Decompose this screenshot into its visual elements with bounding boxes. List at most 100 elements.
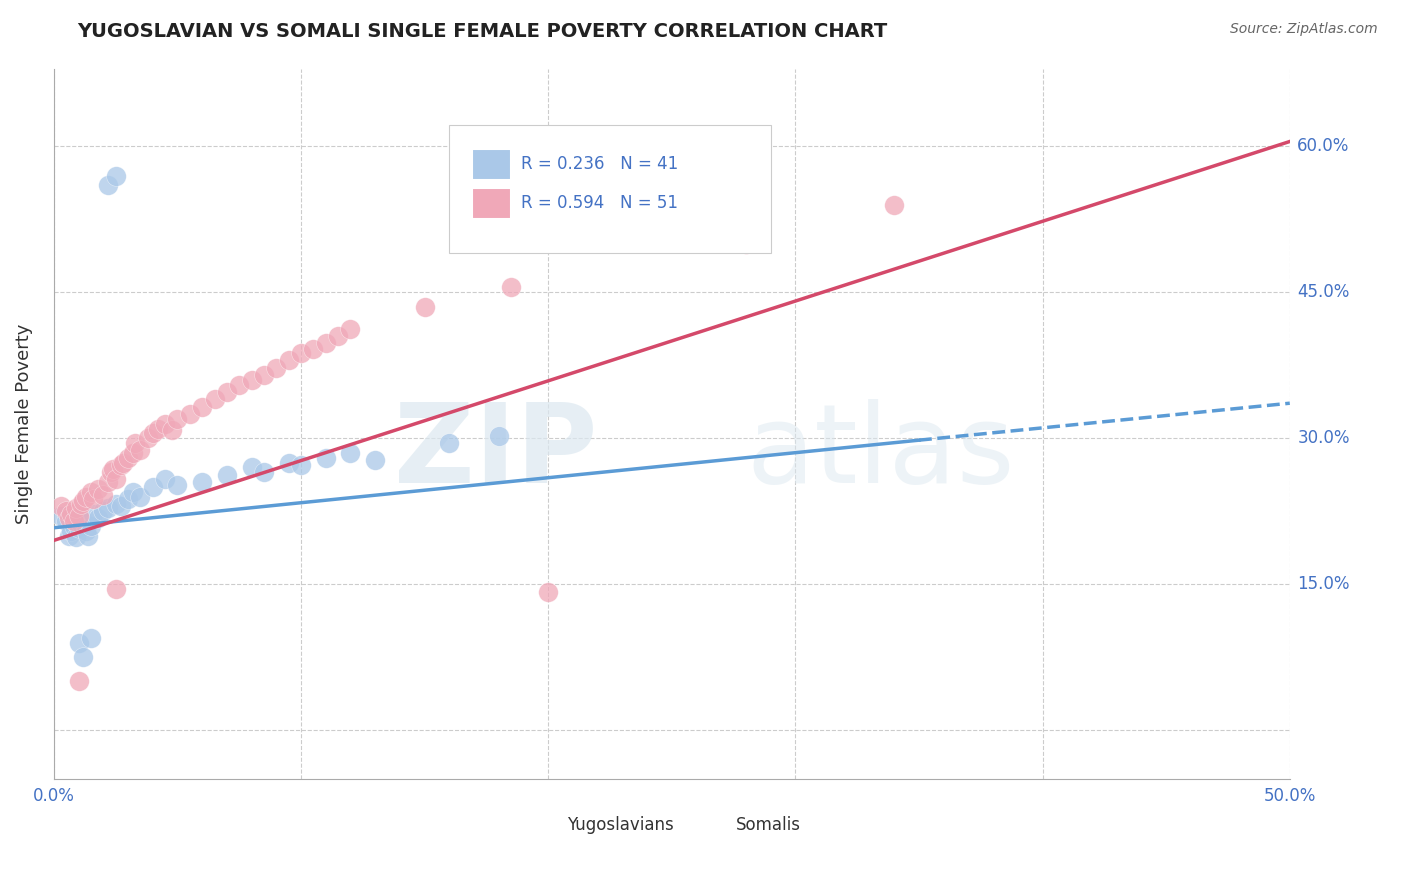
Point bbox=[67, 521, 90, 535]
Point bbox=[136, 431, 159, 445]
Point bbox=[70, 497, 93, 511]
Point bbox=[277, 353, 299, 368]
Text: ZIP: ZIP bbox=[394, 399, 598, 506]
Point bbox=[112, 456, 135, 470]
Point bbox=[97, 501, 120, 516]
Point bbox=[326, 329, 349, 343]
Point bbox=[62, 514, 84, 528]
Point bbox=[72, 514, 94, 528]
FancyBboxPatch shape bbox=[531, 814, 562, 839]
Point bbox=[58, 528, 80, 542]
Point bbox=[129, 490, 152, 504]
Point bbox=[55, 504, 77, 518]
FancyBboxPatch shape bbox=[471, 188, 512, 219]
Point bbox=[104, 497, 127, 511]
Point bbox=[162, 424, 184, 438]
Point bbox=[364, 452, 387, 467]
Text: YUGOSLAVIAN VS SOMALI SINGLE FEMALE POVERTY CORRELATION CHART: YUGOSLAVIAN VS SOMALI SINGLE FEMALE POVE… bbox=[77, 22, 887, 41]
Point bbox=[501, 280, 523, 294]
Point bbox=[413, 300, 436, 314]
Point bbox=[488, 429, 510, 443]
Text: atlas: atlas bbox=[747, 399, 1015, 506]
Point bbox=[215, 384, 238, 399]
Text: Somalis: Somalis bbox=[737, 816, 801, 834]
Point bbox=[124, 436, 146, 450]
Text: R = 0.236   N = 41: R = 0.236 N = 41 bbox=[522, 155, 678, 173]
Point bbox=[58, 511, 80, 525]
Point bbox=[117, 450, 139, 465]
Point bbox=[67, 674, 90, 689]
Text: 15.0%: 15.0% bbox=[1298, 575, 1350, 593]
Point bbox=[91, 504, 114, 518]
Point bbox=[537, 585, 560, 599]
Point bbox=[439, 436, 461, 450]
Point bbox=[80, 484, 103, 499]
Point bbox=[75, 524, 97, 538]
Point bbox=[166, 411, 188, 425]
Point bbox=[72, 494, 94, 508]
Point bbox=[51, 509, 73, 524]
Text: 30.0%: 30.0% bbox=[1298, 429, 1350, 447]
Point bbox=[266, 361, 288, 376]
Point bbox=[65, 531, 87, 545]
Text: 50.0%: 50.0% bbox=[1264, 787, 1316, 805]
Point bbox=[228, 377, 250, 392]
Point bbox=[142, 426, 165, 441]
Point bbox=[104, 582, 127, 596]
Point bbox=[110, 458, 132, 473]
Text: R = 0.594   N = 51: R = 0.594 N = 51 bbox=[522, 194, 678, 212]
Point bbox=[72, 650, 94, 665]
Point bbox=[290, 458, 312, 473]
Point bbox=[240, 460, 263, 475]
Point bbox=[80, 518, 103, 533]
Point bbox=[117, 491, 139, 506]
FancyBboxPatch shape bbox=[700, 814, 733, 839]
Point bbox=[67, 511, 90, 525]
Text: 0.0%: 0.0% bbox=[32, 787, 75, 805]
Point bbox=[215, 468, 238, 483]
Point bbox=[60, 507, 83, 521]
Point bbox=[204, 392, 226, 407]
Point bbox=[67, 509, 90, 524]
Point bbox=[142, 480, 165, 494]
Point bbox=[122, 484, 145, 499]
Point bbox=[67, 635, 90, 649]
Point bbox=[339, 446, 361, 460]
Point bbox=[110, 500, 132, 514]
FancyBboxPatch shape bbox=[450, 126, 770, 253]
Point bbox=[339, 322, 361, 336]
Point bbox=[87, 482, 110, 496]
Point bbox=[735, 236, 758, 251]
Point bbox=[153, 417, 176, 431]
Point bbox=[62, 518, 84, 533]
Point bbox=[55, 514, 77, 528]
Point bbox=[80, 631, 103, 645]
Point bbox=[104, 472, 127, 486]
Text: Yugoslavians: Yugoslavians bbox=[567, 816, 673, 834]
Point bbox=[82, 507, 104, 521]
Point bbox=[100, 465, 122, 479]
FancyBboxPatch shape bbox=[471, 149, 512, 180]
Point bbox=[101, 462, 124, 476]
Point bbox=[315, 450, 337, 465]
Point bbox=[253, 465, 276, 479]
Point bbox=[104, 169, 127, 183]
Point bbox=[146, 421, 169, 435]
Point bbox=[122, 446, 145, 460]
Point bbox=[179, 407, 201, 421]
Point bbox=[129, 442, 152, 457]
Point bbox=[166, 478, 188, 492]
Point bbox=[253, 368, 276, 382]
Point bbox=[77, 528, 100, 542]
Point bbox=[91, 488, 114, 502]
Y-axis label: Single Female Poverty: Single Female Poverty bbox=[15, 324, 32, 524]
Point bbox=[153, 472, 176, 486]
Text: 60.0%: 60.0% bbox=[1298, 137, 1350, 155]
Point bbox=[82, 491, 104, 506]
Point bbox=[191, 400, 214, 414]
Point bbox=[97, 178, 120, 193]
Point bbox=[302, 342, 325, 356]
Point bbox=[87, 511, 110, 525]
Text: Source: ZipAtlas.com: Source: ZipAtlas.com bbox=[1230, 22, 1378, 37]
Point bbox=[240, 373, 263, 387]
